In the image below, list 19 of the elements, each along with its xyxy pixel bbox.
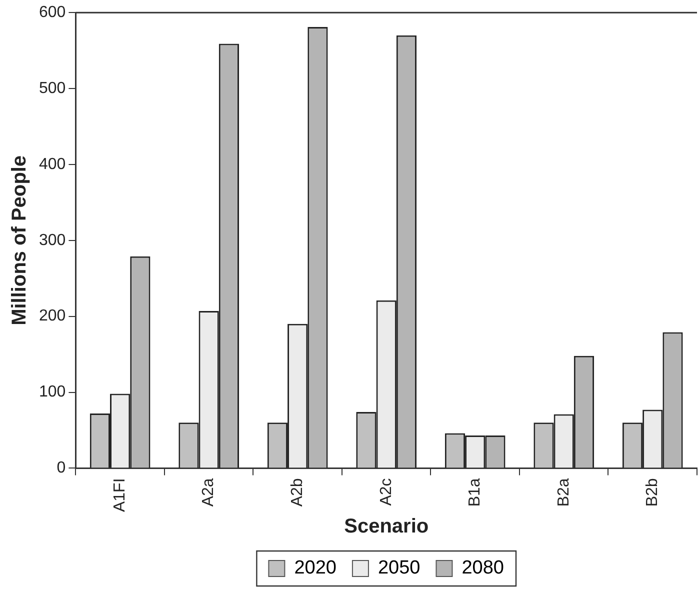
y-tick-label: 0 bbox=[56, 460, 66, 477]
y-tick-label: 200 bbox=[38, 308, 66, 325]
y-tick-label: 100 bbox=[38, 384, 66, 401]
y-tick-label: 300 bbox=[38, 232, 66, 249]
x-tick-label: A2c bbox=[378, 478, 395, 506]
x-axis-title: Scenario bbox=[344, 516, 429, 538]
y-axis-title: Millions of People bbox=[8, 155, 31, 326]
x-tick-label: B2b bbox=[644, 478, 662, 507]
legend-label: 2050 bbox=[378, 558, 420, 579]
y-tick-label: 400 bbox=[38, 156, 66, 173]
x-tick-label: B1a bbox=[466, 478, 484, 507]
y-tick-label: 600 bbox=[38, 4, 66, 22]
x-tick-label: A2b bbox=[288, 478, 306, 507]
x-tick-label: B2a bbox=[555, 478, 572, 507]
legend-label: 2020 bbox=[294, 558, 336, 579]
legend-label: 2080 bbox=[462, 558, 504, 579]
x-tick-label: A2a bbox=[200, 478, 218, 507]
y-tick-label: 500 bbox=[38, 80, 66, 97]
x-tick-label: A1FI bbox=[111, 478, 128, 512]
